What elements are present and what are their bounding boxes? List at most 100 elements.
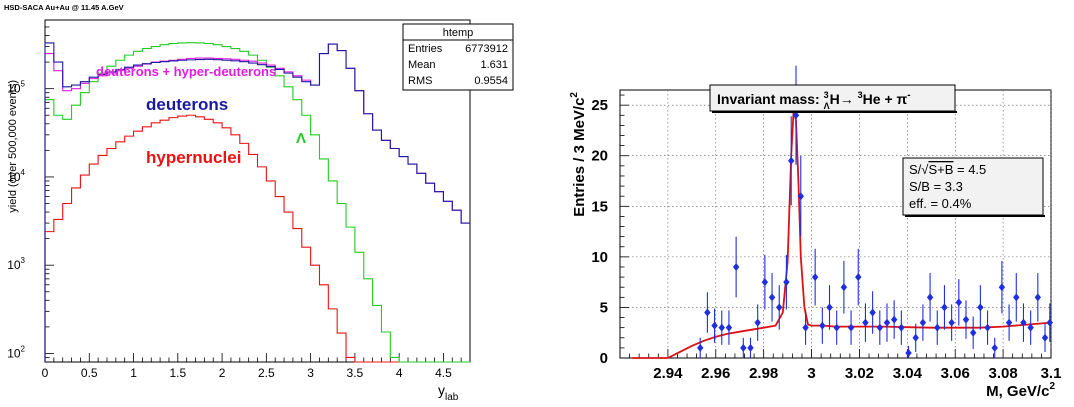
info-significance-value: = 4.5	[953, 162, 986, 177]
plot-frame	[44, 19, 471, 363]
y-tick-exponent: 3	[21, 256, 26, 265]
data-point	[998, 283, 1006, 292]
y-tick-label: 10	[591, 249, 608, 266]
y-tick-exponent: 4	[21, 168, 26, 177]
data-point	[955, 298, 963, 307]
data-point	[890, 315, 898, 324]
data-point	[1034, 293, 1042, 302]
y-tick-label: 0	[600, 350, 608, 367]
data-point	[898, 323, 905, 332]
histogram-deuterons	[44, 42, 470, 362]
data-point	[840, 283, 848, 292]
data-point	[1020, 318, 1027, 327]
annotation-lambda: Λ	[296, 130, 306, 147]
plot-title-reaction-part1: H→	[830, 91, 858, 107]
data-point	[768, 293, 776, 302]
data-point	[876, 323, 883, 332]
data-point	[754, 318, 761, 327]
info-significance-root: S+B	[928, 162, 953, 177]
x-tick-label: 3.06	[941, 365, 970, 382]
data-point	[919, 318, 927, 327]
histogram-hypernuclei	[44, 114, 470, 363]
x-tick-label: 0.5	[81, 366, 98, 380]
data-point	[862, 318, 869, 327]
plot-title-sup-mass: 3	[824, 90, 829, 100]
data-point	[792, 111, 800, 120]
x-axis-title-superscript: 2	[1049, 381, 1055, 392]
data-point	[941, 303, 948, 312]
y-tick-exponent: 5	[21, 80, 26, 89]
data-point	[1005, 318, 1013, 327]
data-point	[847, 323, 855, 332]
stats-row-label: Entries	[408, 43, 443, 55]
y-tick-base: 10	[7, 82, 21, 96]
x-axis-title: ylab	[438, 382, 459, 403]
data-point	[797, 192, 804, 201]
x-tick-label: 3.1	[1041, 365, 1062, 382]
x-tick-label: 1	[130, 366, 137, 380]
data-point	[855, 273, 862, 282]
plot-title-main: Invariant mass:	[717, 91, 824, 107]
x-axis-title: M, GeV/c2	[986, 381, 1055, 400]
x-tick-label: 1.5	[169, 366, 186, 380]
y-tick-exponent: 2	[21, 344, 26, 353]
data-point	[948, 318, 955, 327]
data-point	[761, 278, 769, 287]
data-point	[732, 262, 740, 271]
data-point	[819, 321, 826, 330]
plot-title-sup-mass2: 3	[858, 90, 863, 100]
x-tick-label: 3.04	[893, 365, 923, 382]
x-tick-label: 3.08	[989, 365, 1018, 382]
y-tick-label: 102	[7, 344, 25, 360]
y-axis-title-superscript: 2	[569, 92, 580, 98]
data-point	[869, 308, 876, 317]
stats-row-value: 0.9554	[474, 75, 508, 87]
info-sb-ratio: S/B = 3.3	[909, 179, 963, 194]
stats-row-label: RMS	[408, 75, 432, 87]
title-box	[709, 84, 956, 112]
y-tick-label: 25	[591, 97, 608, 114]
y-axis-title-main: Entries / 3 MeV/c	[571, 98, 588, 217]
data-point	[740, 343, 747, 352]
data-point	[991, 343, 998, 352]
x-axis-title-main: y	[438, 382, 445, 398]
data-point	[1041, 333, 1049, 342]
x-axis-title-subscript: lab	[445, 392, 459, 403]
data-point	[747, 343, 754, 352]
plot-title: Invariant mass: 3 ΛH→ 3He + π-	[717, 90, 911, 111]
y-tick-label: 104	[7, 168, 25, 184]
x-tick-label: 2.5	[258, 366, 275, 380]
page-title: HSD-SACA Au+Au @ 11.45 A.GeV	[4, 3, 124, 12]
data-point	[783, 278, 790, 287]
annotation-deuterons: deuterons	[146, 95, 228, 114]
right-invariant-mass-plot: 2.94 2.96 2.98 3 3.02 3.04 3.06 3.08 3.1 0 5 10 15 20…	[569, 65, 1062, 400]
data-point	[1027, 323, 1034, 332]
x-tick-label: 2	[219, 366, 226, 380]
x-tick-label: 4	[396, 366, 403, 380]
annotation-hyper-deuterons: deuterons + hyper-deuterons	[96, 64, 276, 79]
annotation-hypernuclei: hypernuclei	[146, 148, 241, 167]
info-significance-prefix: S/	[909, 162, 922, 177]
data-point	[984, 323, 991, 332]
data-point	[905, 348, 912, 357]
stats-row-label: Mean	[408, 59, 436, 71]
data-point	[802, 323, 809, 332]
plot-title-reaction-part2: He + π	[863, 91, 908, 107]
y-tick-base: 10	[7, 258, 21, 272]
plot-title-sub-lambda: Λ	[824, 101, 830, 111]
data-point	[711, 321, 718, 330]
data-point	[826, 303, 833, 312]
x-tick-label: 2.98	[749, 365, 778, 382]
data-point	[788, 156, 795, 165]
data-point	[811, 273, 819, 282]
data-point	[833, 323, 840, 332]
y-tick-label: 103	[7, 256, 25, 272]
data-point	[969, 328, 977, 337]
plot-title-sup-charge: -	[907, 90, 910, 101]
data-point	[934, 323, 941, 332]
data-point	[1046, 318, 1054, 327]
x-tick-label: 2.96	[701, 365, 730, 382]
y-axis-title: Entries / 3 MeV/c2	[569, 92, 588, 217]
data-point	[883, 318, 891, 327]
